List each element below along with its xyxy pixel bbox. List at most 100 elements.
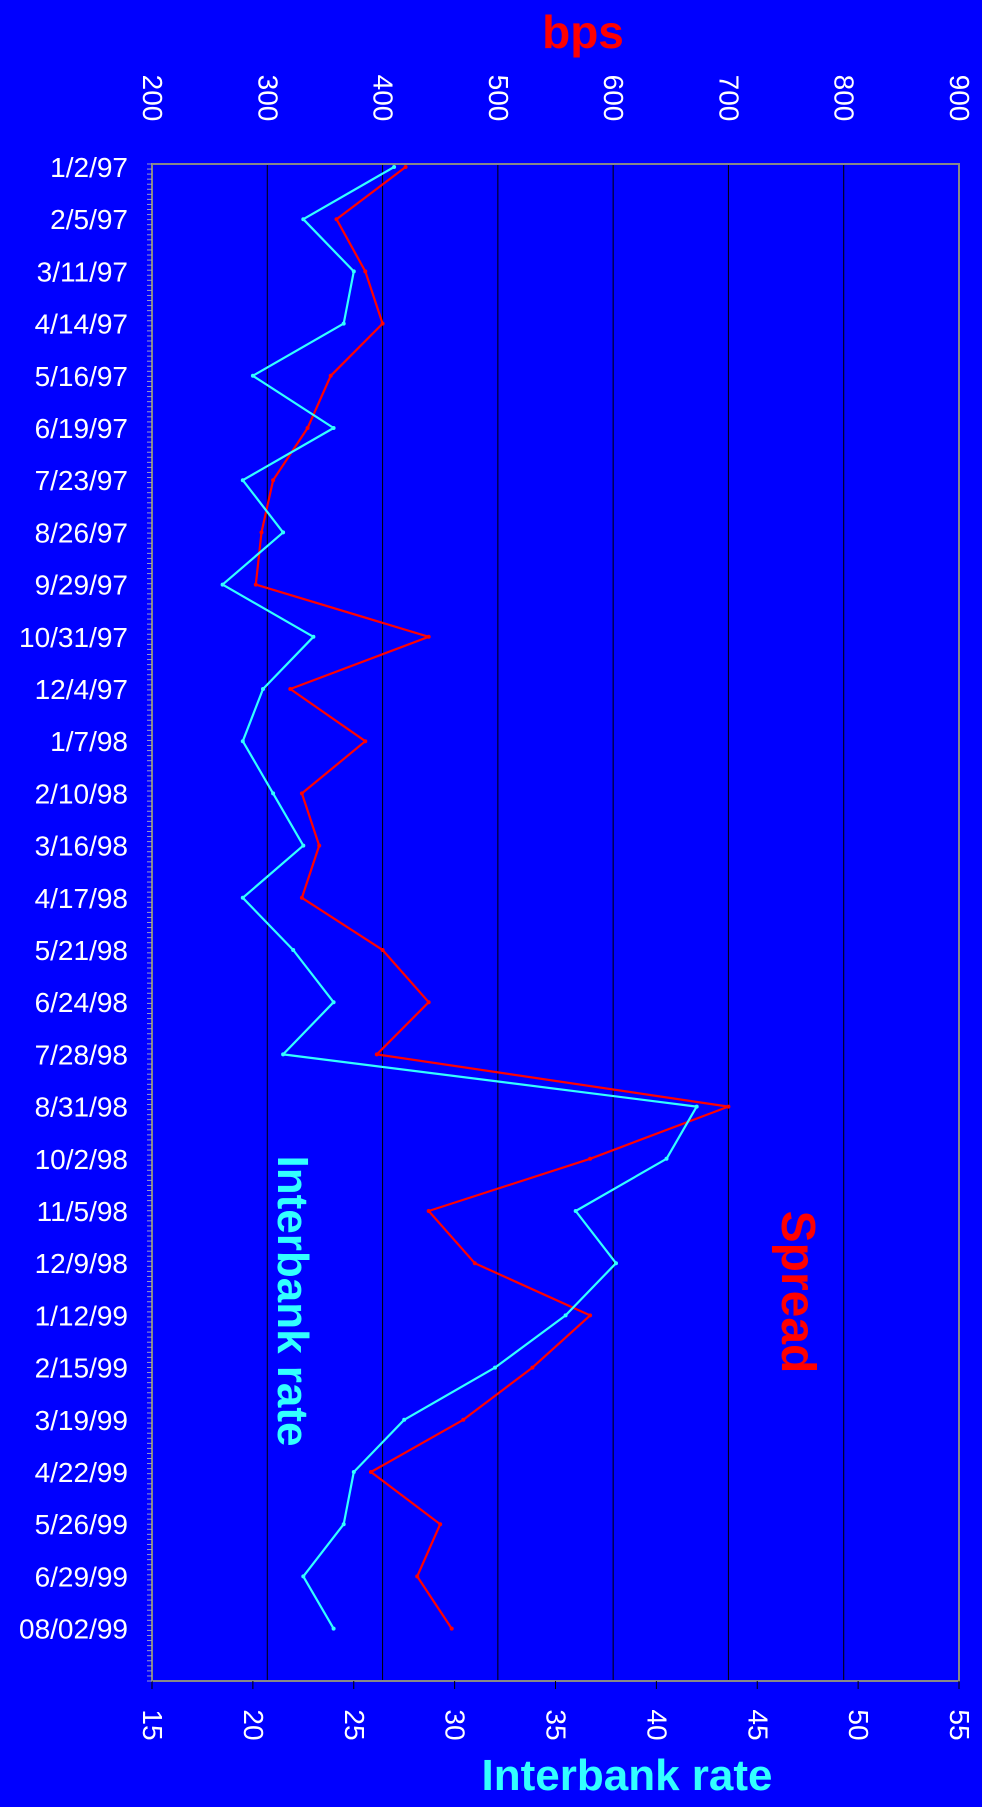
bottom-tick-label: 45 xyxy=(742,1709,773,1740)
interbank-point xyxy=(240,895,245,900)
date-label: 11/5/98 xyxy=(37,1196,128,1227)
spread-point xyxy=(369,1470,373,1474)
interbank-point xyxy=(281,1052,286,1057)
top-axis-title: bps xyxy=(542,6,624,58)
spread-point xyxy=(299,791,304,796)
spread-point xyxy=(438,1522,443,1527)
top-axis-ticks: 200 300 400 500 600 700 800 900 xyxy=(137,75,975,122)
interbank-point xyxy=(341,1522,346,1527)
interbank-point xyxy=(261,687,265,691)
spread-point xyxy=(415,1574,420,1579)
interbank-point xyxy=(240,478,245,483)
interbank-point xyxy=(573,1209,578,1213)
spread-point xyxy=(726,1104,731,1109)
spread-point xyxy=(380,948,385,952)
date-label: 1/7/98 xyxy=(50,726,128,757)
date-label: 6/29/99 xyxy=(35,1561,128,1592)
spread-point xyxy=(253,582,258,587)
date-label: 5/16/97 xyxy=(35,361,128,392)
date-label: 10/2/98 xyxy=(35,1144,128,1175)
date-label: 3/19/99 xyxy=(35,1405,128,1436)
spread-point xyxy=(461,1417,466,1422)
spread-point xyxy=(380,321,385,326)
date-label: 08/02/99 xyxy=(19,1614,128,1645)
top-tick-label: 200 xyxy=(137,75,168,122)
date-label: 8/26/97 xyxy=(35,517,128,548)
spread-point xyxy=(530,1365,535,1370)
interbank-point xyxy=(220,582,225,587)
spread-point xyxy=(363,739,368,744)
date-label: 8/31/98 xyxy=(35,1092,128,1123)
spread-point xyxy=(288,687,293,691)
bottom-tick-label: 50 xyxy=(843,1709,874,1740)
spread-point xyxy=(317,843,322,848)
interbank-point xyxy=(563,1313,568,1318)
spread-point xyxy=(374,1052,379,1057)
date-label: 5/21/98 xyxy=(35,935,128,966)
interbank-point xyxy=(301,1574,306,1579)
bottom-tick-label: 40 xyxy=(641,1709,672,1740)
date-label: 1/2/97 xyxy=(50,152,128,183)
date-label: 2/10/98 xyxy=(35,778,128,809)
date-label: 10/31/97 xyxy=(19,622,128,653)
interbank-point xyxy=(614,1261,618,1266)
top-tick-label: 500 xyxy=(483,75,514,122)
spread-point xyxy=(259,530,264,535)
spread-point xyxy=(334,217,339,222)
date-label: 4/22/99 xyxy=(35,1457,128,1488)
bottom-axis-title: Interbank rate xyxy=(482,1751,773,1800)
bottom-tick-label: 30 xyxy=(440,1709,471,1740)
interbank-point xyxy=(331,1000,336,1005)
interbank-point xyxy=(694,1104,699,1109)
top-tick-label: 600 xyxy=(598,75,629,122)
spread-point xyxy=(305,426,310,430)
spread-point xyxy=(472,1261,477,1266)
date-label: 12/9/98 xyxy=(35,1248,128,1279)
top-tick-label: 900 xyxy=(944,75,975,122)
spread-point xyxy=(271,478,276,483)
spread-point xyxy=(588,1313,593,1318)
date-label: 4/14/97 xyxy=(35,309,128,340)
spread-point xyxy=(449,1626,454,1631)
interbank-point xyxy=(331,1626,336,1631)
date-label: 5/26/99 xyxy=(35,1509,128,1540)
interbank-point xyxy=(664,1156,669,1161)
date-axis-labels: 1/2/97 2/5/97 3/11/97 4/14/97 5/16/97 6/19/97… xyxy=(19,152,152,1682)
spread-point xyxy=(403,165,408,169)
bottom-tick-label: 15 xyxy=(137,1709,168,1740)
date-label: 1/12/99 xyxy=(35,1300,128,1331)
spread-point xyxy=(363,269,368,274)
date-label: 3/11/97 xyxy=(37,256,128,287)
interbank-point xyxy=(392,165,397,169)
bottom-tick-label: 20 xyxy=(238,1709,269,1740)
date-label: 6/24/98 xyxy=(35,987,128,1018)
interbank-point xyxy=(250,373,255,378)
interbank-point xyxy=(271,791,276,796)
spread-point xyxy=(426,1000,431,1005)
date-label: 12/4/97 xyxy=(35,674,128,705)
date-label: 7/23/97 xyxy=(35,465,128,496)
date-label: 6/19/97 xyxy=(35,413,128,444)
interbank-point xyxy=(331,426,336,430)
interbank-point xyxy=(341,321,346,326)
interbank-point xyxy=(311,634,316,639)
spread-point xyxy=(588,1156,593,1161)
date-label: 7/28/98 xyxy=(35,1039,128,1070)
bottom-tick-label: 55 xyxy=(944,1709,975,1740)
interbank-point xyxy=(493,1365,497,1370)
spread-point xyxy=(299,895,304,900)
interbank-point xyxy=(281,530,286,535)
top-tick-label: 300 xyxy=(252,75,283,122)
date-label: 9/29/97 xyxy=(35,570,128,601)
date-label: 2/5/97 xyxy=(50,204,128,235)
spread-annotation: Spread xyxy=(771,1211,824,1374)
interbank-point xyxy=(301,843,306,848)
data-lines xyxy=(220,165,731,1631)
interbank-point xyxy=(351,1470,356,1474)
top-tick-label: 700 xyxy=(713,75,744,122)
spread-point xyxy=(426,634,431,639)
top-tick-label: 400 xyxy=(368,75,399,122)
date-label: 2/15/99 xyxy=(35,1353,128,1384)
